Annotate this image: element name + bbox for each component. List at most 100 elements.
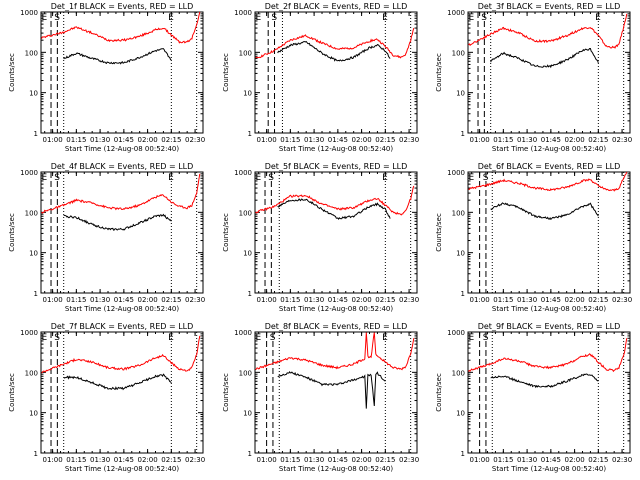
y-tick-label: 1000 bbox=[234, 9, 252, 17]
x-axis-label: Start Time (12-Aug-08 00:52:40) bbox=[492, 465, 606, 473]
event-marker-e: E bbox=[168, 173, 174, 183]
x-tick-label: 01:00 bbox=[470, 456, 490, 464]
x-tick-label: 01:45 bbox=[328, 136, 348, 144]
event-marker-e: E bbox=[168, 333, 174, 343]
lld-series-line bbox=[41, 173, 201, 214]
y-tick-label: 10 bbox=[243, 410, 252, 418]
x-axis-label: Start Time (12-Aug-08 00:52:40) bbox=[65, 145, 179, 153]
panel-title: Det_4f BLACK = Events, RED = LLD bbox=[51, 162, 194, 171]
y-tick-label: 1000 bbox=[447, 9, 465, 17]
y-tick-label: 10 bbox=[456, 410, 465, 418]
y-tick-label: 1 bbox=[248, 450, 252, 458]
detector-panel-5: Det_5f BLACK = Events, RED = LLD 1 10 100 10… bbox=[222, 162, 419, 313]
panel-title: Det_7f BLACK = Events, RED = LLD bbox=[51, 322, 194, 331]
event-marker-s: S bbox=[270, 333, 276, 343]
x-tick-label: 01:30 bbox=[304, 456, 324, 464]
x-axis-label: Start Time (12-Aug-08 00:52:40) bbox=[492, 145, 606, 153]
event-marker-e: E bbox=[595, 173, 601, 183]
x-tick-label: 02:00 bbox=[137, 456, 157, 464]
y-axis-label: Counts/sec bbox=[435, 213, 443, 252]
y-axis-label: Counts/sec bbox=[8, 373, 16, 412]
event-marker-s: S bbox=[54, 13, 60, 23]
panel-title: Det_2f BLACK = Events, RED = LLD bbox=[265, 2, 408, 11]
x-tick-label: 01:00 bbox=[470, 296, 490, 304]
x-tick-label: 01:15 bbox=[280, 456, 300, 464]
x-tick-label: 01:45 bbox=[114, 296, 134, 304]
plot-frame bbox=[254, 331, 418, 454]
y-tick-label: 1 bbox=[248, 290, 252, 298]
y-axis-label: Counts/sec bbox=[435, 53, 443, 92]
lld-series-line bbox=[41, 11, 201, 44]
x-tick-label: 01:15 bbox=[66, 456, 86, 464]
x-tick-label: 02:15 bbox=[161, 296, 181, 304]
event-marker-s: S bbox=[268, 173, 274, 183]
x-tick-label: 01:30 bbox=[517, 136, 537, 144]
events-series-line bbox=[490, 373, 599, 389]
x-tick-label: 01:00 bbox=[257, 136, 277, 144]
x-tick-label: 02:30 bbox=[612, 456, 632, 464]
x-tick-label: 02:00 bbox=[351, 456, 371, 464]
x-tick-label: 02:00 bbox=[137, 296, 157, 304]
y-axis-label: Counts/sec bbox=[222, 373, 230, 412]
x-tick-label: 01:45 bbox=[541, 296, 561, 304]
lld-series-line bbox=[255, 185, 415, 216]
event-marker-e: E bbox=[42, 173, 48, 183]
panel-title: Det_6f BLACK = Events, RED = LLD bbox=[478, 162, 621, 171]
events-series-line bbox=[277, 40, 391, 62]
x-tick-label: 01:45 bbox=[114, 136, 134, 144]
detector-panel-6: Det_6f BLACK = Events, RED = LLD 1 10 100 10… bbox=[435, 162, 632, 313]
x-tick-label: 01:15 bbox=[493, 136, 513, 144]
x-tick-label: 01:15 bbox=[493, 296, 513, 304]
y-tick-label: 1000 bbox=[447, 169, 465, 177]
detector-panel-9: Det_9f BLACK = Events, RED = LLD 1 10 100 10… bbox=[435, 322, 632, 473]
plot-frame bbox=[467, 331, 631, 454]
x-tick-label: 02:30 bbox=[612, 296, 632, 304]
y-axis-label: Counts/sec bbox=[222, 53, 230, 92]
x-tick-label: 01:30 bbox=[90, 296, 110, 304]
y-axis-label: Counts/sec bbox=[8, 53, 16, 92]
x-tick-label: 01:45 bbox=[114, 456, 134, 464]
x-tick-label: 01:00 bbox=[43, 456, 63, 464]
x-tick-label: 02:00 bbox=[137, 136, 157, 144]
event-marker-s: S bbox=[483, 333, 489, 343]
panel-title: Det_5f BLACK = Events, RED = LLD bbox=[265, 162, 408, 171]
y-tick-label: 100 bbox=[239, 209, 252, 217]
x-axis-label: Start Time (12-Aug-08 00:52:40) bbox=[279, 305, 393, 313]
x-tick-label: 02:15 bbox=[375, 136, 395, 144]
y-tick-label: 10 bbox=[456, 250, 465, 258]
x-tick-label: 02:00 bbox=[351, 136, 371, 144]
events-series-line bbox=[63, 48, 172, 65]
panel-title: Det_9f BLACK = Events, RED = LLD bbox=[478, 322, 621, 331]
y-tick-label: 1 bbox=[461, 450, 465, 458]
lld-series-line bbox=[41, 335, 201, 374]
event-marker-e: E bbox=[469, 333, 475, 343]
panel-title: Det_8f BLACK = Events, RED = LLD bbox=[265, 322, 408, 331]
y-tick-label: 100 bbox=[239, 49, 252, 57]
event-marker-e: E bbox=[595, 13, 601, 23]
events-series-line bbox=[63, 213, 172, 231]
x-tick-label: 02:30 bbox=[399, 296, 419, 304]
x-tick-label: 02:15 bbox=[375, 456, 395, 464]
x-tick-label: 01:45 bbox=[541, 456, 561, 464]
x-tick-label: 02:30 bbox=[399, 456, 419, 464]
event-marker-e: E bbox=[42, 333, 48, 343]
x-tick-label: 01:00 bbox=[257, 296, 277, 304]
y-tick-label: 10 bbox=[243, 250, 252, 258]
y-axis-label: Counts/sec bbox=[435, 373, 443, 412]
plot-frame bbox=[40, 331, 204, 454]
event-marker-s: S bbox=[271, 13, 277, 23]
plot-frame bbox=[467, 11, 631, 134]
x-axis-label: Start Time (12-Aug-08 00:52:40) bbox=[492, 305, 606, 313]
x-tick-label: 02:30 bbox=[612, 136, 632, 144]
y-tick-label: 1 bbox=[461, 290, 465, 298]
lld-series-line bbox=[468, 171, 628, 192]
x-tick-label: 01:00 bbox=[257, 456, 277, 464]
y-tick-label: 10 bbox=[456, 90, 465, 98]
event-marker-e: E bbox=[382, 173, 388, 183]
x-axis-label: Start Time (12-Aug-08 00:52:40) bbox=[279, 465, 393, 473]
x-tick-label: 02:15 bbox=[375, 296, 395, 304]
detector-panel-3: Det_3f BLACK = Events, RED = LLD 1 10 100 10… bbox=[435, 2, 632, 153]
y-tick-label: 1 bbox=[34, 290, 38, 298]
event-marker-s: S bbox=[54, 333, 60, 343]
events-series-line bbox=[277, 371, 386, 409]
